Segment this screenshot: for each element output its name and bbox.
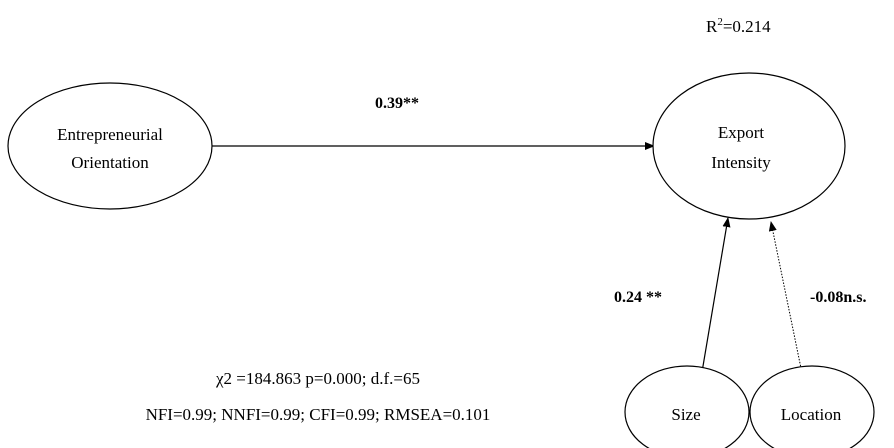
node-export-intensity: Export Intensity <box>652 72 846 220</box>
node-size-label: Size <box>671 405 700 424</box>
r-squared-base: R <box>706 17 718 36</box>
fit-stats-line1: χ2 =184.863 p=0.000; d.f.=65 <box>215 369 420 388</box>
edge-label-size-ei: 0.24 ** <box>614 289 662 306</box>
node-location-label: Location <box>781 405 842 424</box>
node-eo-label-line1: Entrepreneurial <box>57 125 163 144</box>
node-size-ellipse <box>624 365 750 448</box>
node-location: Location <box>749 365 875 448</box>
fit-stats-line2: NFI=0.99; NNFI=0.99; CFI=0.99; RMSEA=0.1… <box>146 405 491 424</box>
node-location-ellipse <box>749 365 875 448</box>
r-squared-value: =0.214 <box>723 17 771 36</box>
edge-location-to-ei <box>768 221 804 379</box>
r-squared-label: R2=0.214 <box>706 16 771 36</box>
node-eo-label-line2: Orientation <box>71 153 149 172</box>
node-eo-ellipse <box>7 82 213 210</box>
node-ei-label-line2: Intensity <box>711 153 771 172</box>
node-ei-ellipse <box>652 72 846 220</box>
edge-size-to-ei <box>700 217 731 379</box>
r-squared-superscript: 2 <box>717 16 723 28</box>
edge-label-eo-ei: 0.39** <box>375 95 419 112</box>
node-size: Size <box>624 365 750 448</box>
node-entrepreneurial-orientation: Entrepreneurial Orientation <box>7 82 213 210</box>
edge-label-location-ei: -0.08n.s. <box>810 289 866 306</box>
node-ei-label-line1: Export <box>718 123 765 142</box>
